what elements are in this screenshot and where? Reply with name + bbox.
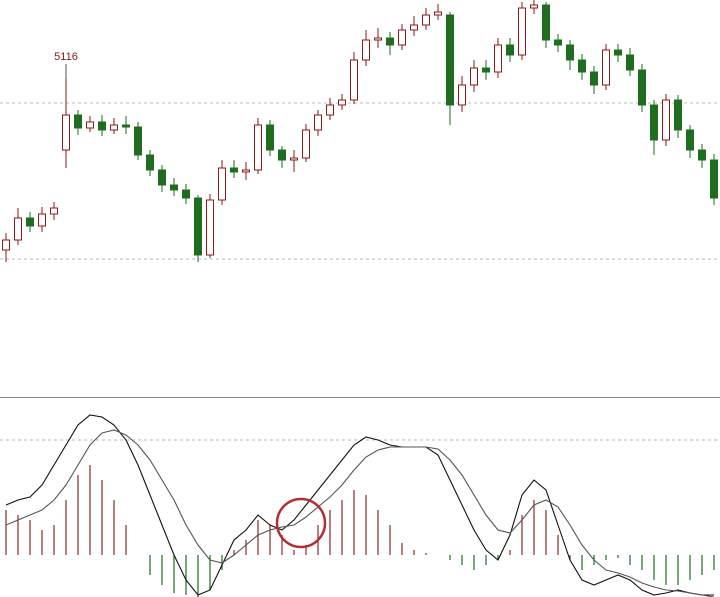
candle-body bbox=[674, 99, 682, 131]
candle-body bbox=[14, 217, 22, 241]
candle-body bbox=[290, 157, 298, 161]
candle-body bbox=[638, 69, 646, 106]
candle-body bbox=[182, 189, 190, 199]
candle-body bbox=[686, 129, 694, 151]
candle-body bbox=[86, 121, 94, 129]
candle-body bbox=[122, 124, 130, 128]
candle-body bbox=[326, 104, 334, 116]
candle-body bbox=[458, 84, 466, 106]
candle-body bbox=[626, 54, 634, 71]
candle-body bbox=[50, 207, 58, 215]
candle-body bbox=[110, 124, 118, 131]
candle-body bbox=[278, 149, 286, 161]
candle-body bbox=[698, 149, 706, 161]
candle-body bbox=[38, 213, 46, 227]
candle-body bbox=[530, 4, 538, 9]
candle-body bbox=[62, 114, 70, 151]
candle-body bbox=[350, 59, 358, 101]
candle-body bbox=[590, 71, 598, 86]
candle-body bbox=[302, 129, 310, 159]
candle-body bbox=[170, 184, 178, 191]
candle-body bbox=[650, 104, 658, 141]
candle-body bbox=[506, 44, 514, 56]
highlight-circle bbox=[275, 497, 327, 549]
indicator-line bbox=[5, 414, 714, 596]
candle-body bbox=[374, 37, 382, 41]
candle-body bbox=[602, 49, 610, 86]
candle-body bbox=[254, 124, 262, 171]
candle-body bbox=[314, 114, 322, 131]
candle-body bbox=[470, 67, 478, 86]
candle-body bbox=[146, 154, 154, 171]
candle-body bbox=[710, 159, 718, 199]
candle-body bbox=[230, 167, 238, 173]
candle-body bbox=[242, 169, 250, 173]
candle-body bbox=[662, 99, 670, 141]
candle-body bbox=[74, 114, 82, 129]
candle-body bbox=[434, 11, 442, 16]
candle-body bbox=[554, 39, 562, 46]
price-label: 5116 bbox=[54, 51, 78, 63]
candle-body bbox=[494, 44, 502, 73]
indicator-line bbox=[5, 429, 715, 597]
candle-body bbox=[338, 99, 346, 106]
candle-body bbox=[2, 239, 10, 251]
candle-body bbox=[446, 14, 454, 106]
candle-body bbox=[398, 29, 406, 46]
candle-body bbox=[266, 124, 274, 151]
candle-body bbox=[362, 39, 370, 61]
candle-body bbox=[422, 14, 430, 26]
candle-body bbox=[614, 49, 622, 56]
candle-body bbox=[566, 44, 574, 61]
candle-body bbox=[542, 4, 550, 41]
candle-body bbox=[386, 37, 394, 46]
candle-body bbox=[410, 24, 418, 31]
candle-body bbox=[134, 126, 142, 156]
candle-body bbox=[518, 7, 526, 56]
candle-body bbox=[218, 167, 226, 201]
candle-body bbox=[98, 121, 106, 131]
candle-body bbox=[194, 197, 202, 256]
candle-body bbox=[578, 59, 586, 73]
candle-body bbox=[206, 199, 214, 256]
candle-body bbox=[26, 217, 34, 227]
candle-body bbox=[158, 169, 166, 186]
candle-body bbox=[482, 67, 490, 73]
